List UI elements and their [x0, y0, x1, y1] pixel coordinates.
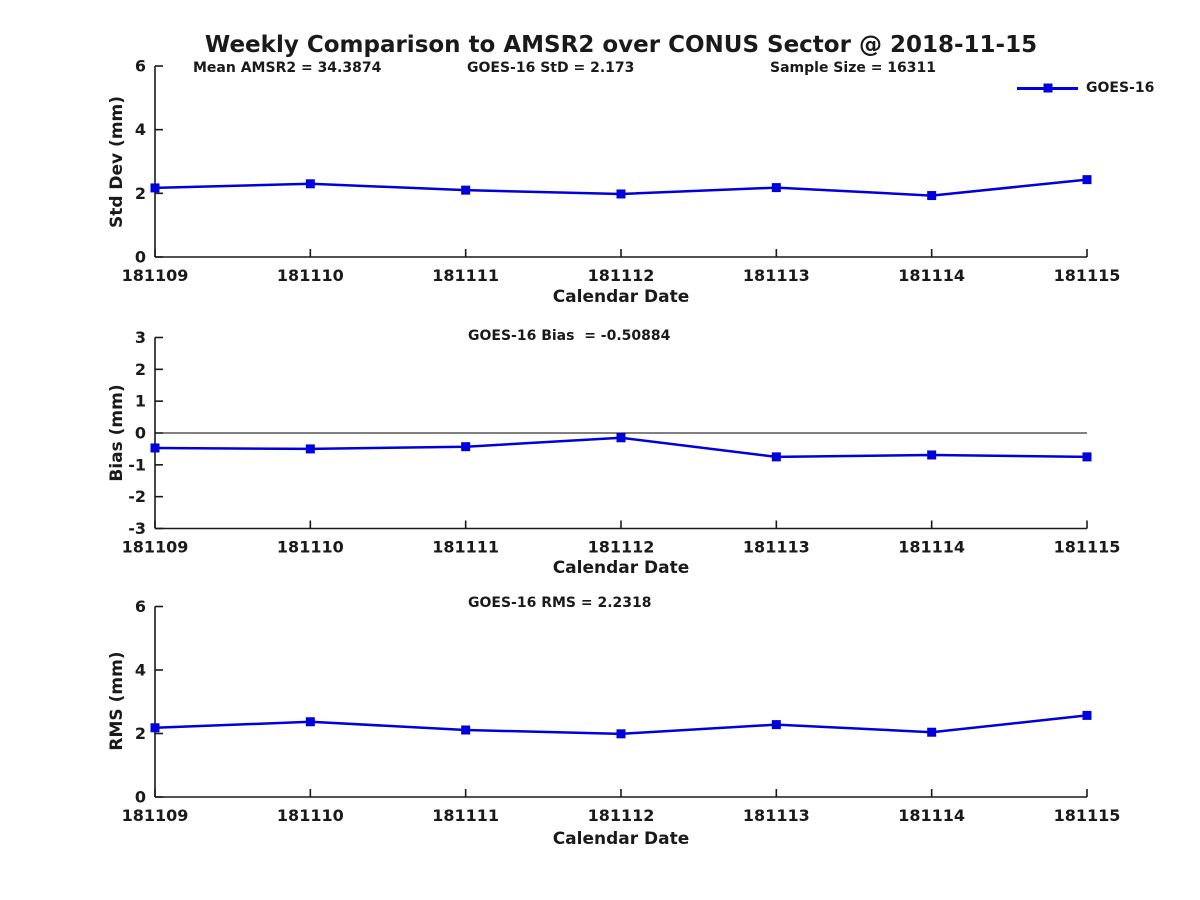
x-tick-label: 181113: [743, 538, 810, 557]
data-point-marker: [150, 443, 160, 453]
x-tick-label: 181111: [432, 266, 499, 285]
y-tick-label: -3: [128, 519, 146, 538]
x-tick-label: 181114: [898, 538, 965, 557]
data-point-marker: [1082, 452, 1092, 462]
x-tick-label: 181114: [898, 806, 965, 825]
y-tick-label: -2: [128, 487, 146, 506]
xlabel-calendar-date-2: Calendar Date: [552, 558, 690, 578]
data-point-marker: [927, 191, 937, 201]
x-tick-label: 181109: [122, 538, 189, 557]
x-tick-label: 181110: [277, 266, 344, 285]
y-tick-label: 4: [135, 661, 146, 680]
x-tick-label: 181113: [743, 806, 810, 825]
annotation-mean-amsr2: Mean AMSR2 = 34.3874: [193, 60, 382, 76]
subplot-bias: -3 -2 -1 0 1 2 3 181109 181110 181111 181112 181113…: [122, 328, 1121, 557]
figure-title: Weekly Comparison to AMSR2 over CONUS Se…: [204, 32, 1038, 58]
x-tick-label: 181109: [122, 266, 189, 285]
data-point-marker: [461, 185, 471, 195]
data-point-marker: [616, 729, 626, 739]
ylabel-bias: Bias (mm): [107, 384, 127, 482]
y-tick-label: 6: [135, 57, 146, 76]
y-tick-label: 4: [135, 120, 146, 139]
annotation-goes16-rms: GOES-16 RMS = 2.2318: [468, 595, 652, 611]
data-point-marker: [927, 727, 937, 737]
x-tick-label: 181109: [122, 806, 189, 825]
x-tick-label: 181111: [432, 538, 499, 557]
subplot-rms: 0 2 4 6 181109 181110 181111 181112 181113 181114…: [122, 597, 1121, 825]
y-tick-label: 6: [135, 597, 146, 616]
x-tick-label: 181112: [588, 266, 655, 285]
y-tick-label: 1: [135, 392, 146, 411]
x-tick-label: 181115: [1054, 266, 1121, 285]
legend-square-marker-icon: [1043, 83, 1052, 93]
x-tick-label: 181111: [432, 806, 499, 825]
x-tick-label: 181112: [588, 538, 655, 557]
x-tick-label: 181115: [1054, 806, 1121, 825]
x-tick-label: 181115: [1054, 538, 1121, 557]
x-tick-label: 181112: [588, 806, 655, 825]
y-tick-label: 0: [135, 788, 146, 807]
data-point-marker: [1082, 710, 1092, 720]
annotation-goes16-bias: GOES-16 Bias = -0.50884: [468, 328, 671, 344]
x-tick-label: 181113: [743, 266, 810, 285]
x-tick-label: 181110: [277, 538, 344, 557]
x-tick-label: 181110: [277, 806, 344, 825]
data-point-marker: [461, 442, 471, 452]
data-point-marker: [305, 179, 315, 189]
y-tick-label: -1: [128, 455, 146, 474]
data-point-marker: [616, 189, 626, 199]
data-point-marker: [150, 183, 160, 193]
data-point-marker: [305, 717, 315, 727]
y-tick-label: 2: [135, 184, 146, 203]
legend-line-sample: [1017, 83, 1078, 93]
x-tick-label: 181114: [898, 266, 965, 285]
xlabel-calendar-date-1: Calendar Date: [552, 287, 690, 307]
annotation-sample-size: Sample Size = 16311: [770, 60, 937, 76]
data-point-marker: [927, 450, 937, 460]
data-point-marker: [616, 433, 626, 443]
xlabel-calendar-date-3: Calendar Date: [552, 829, 690, 849]
annotation-goes16-std: GOES-16 StD = 2.173: [467, 60, 635, 76]
legend: GOES-16: [1017, 80, 1154, 96]
y-tick-label: 3: [135, 328, 146, 347]
data-point-marker: [305, 444, 315, 454]
y-tick-label: 0: [135, 424, 146, 443]
data-point-marker: [771, 183, 781, 193]
y-tick-label: 2: [135, 724, 146, 743]
data-point-marker: [771, 452, 781, 462]
data-point-marker: [771, 720, 781, 730]
legend-label: GOES-16: [1086, 80, 1155, 96]
ylabel-std-dev: Std Dev (mm): [107, 95, 127, 229]
y-tick-label: 0: [135, 248, 146, 267]
ylabel-rms: RMS (mm): [107, 651, 127, 751]
data-point-marker: [461, 725, 471, 735]
data-point-marker: [150, 723, 160, 733]
y-tick-label: 2: [135, 360, 146, 379]
subplot-std-dev: 0 2 4 6 181109 181110 181111 181112 181113 181114…: [122, 57, 1121, 286]
data-point-marker: [1082, 175, 1092, 185]
